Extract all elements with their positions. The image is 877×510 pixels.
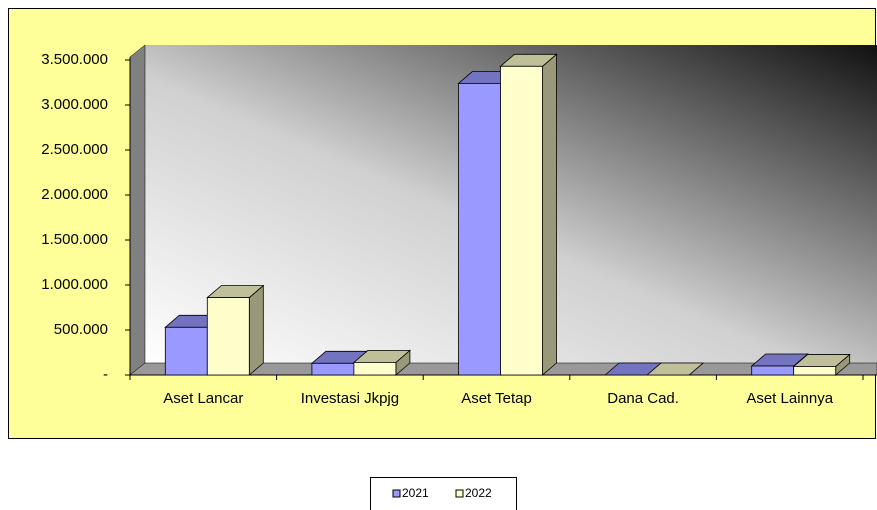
bar — [311, 362, 355, 376]
x-tick-label: Dana Cad. — [607, 390, 679, 407]
bar — [751, 365, 795, 376]
bar — [458, 83, 501, 376]
legend-label: 2022 — [465, 486, 492, 500]
y-tick-label: 1.000.000 — [41, 276, 108, 293]
bar — [500, 65, 543, 376]
bar-side — [248, 284, 264, 376]
legend-box — [370, 477, 517, 510]
y-tick-label: 3.500.000 — [41, 51, 108, 68]
bar — [164, 326, 208, 376]
x-tick-label: Aset Tetap — [461, 390, 532, 407]
side-wall — [129, 44, 146, 376]
x-tick-label: Investasi Jkpjg — [301, 390, 399, 407]
legend: 2021 2022 — [370, 477, 517, 510]
legend-swatch — [392, 489, 401, 498]
bar — [353, 361, 397, 376]
y-tick-label: 2.500.000 — [41, 141, 108, 158]
bar-side — [542, 53, 557, 376]
y-tick-label: 2.000.000 — [41, 186, 108, 203]
y-tick-label: 1.500.000 — [41, 231, 108, 248]
plot — [164, 53, 851, 376]
legend-label: 2021 — [402, 486, 429, 500]
y-tick-label: 500.000 — [54, 321, 108, 338]
bar — [793, 366, 837, 376]
legend-swatch — [455, 489, 464, 498]
x-tick-label: Aset Lainnya — [746, 390, 833, 407]
y-tick-label: - — [103, 366, 108, 383]
bar-top — [646, 362, 705, 376]
y-tick-label: 3.000.000 — [41, 96, 108, 113]
x-tick-label: Aset Lancar — [163, 390, 243, 407]
bar — [206, 297, 250, 376]
